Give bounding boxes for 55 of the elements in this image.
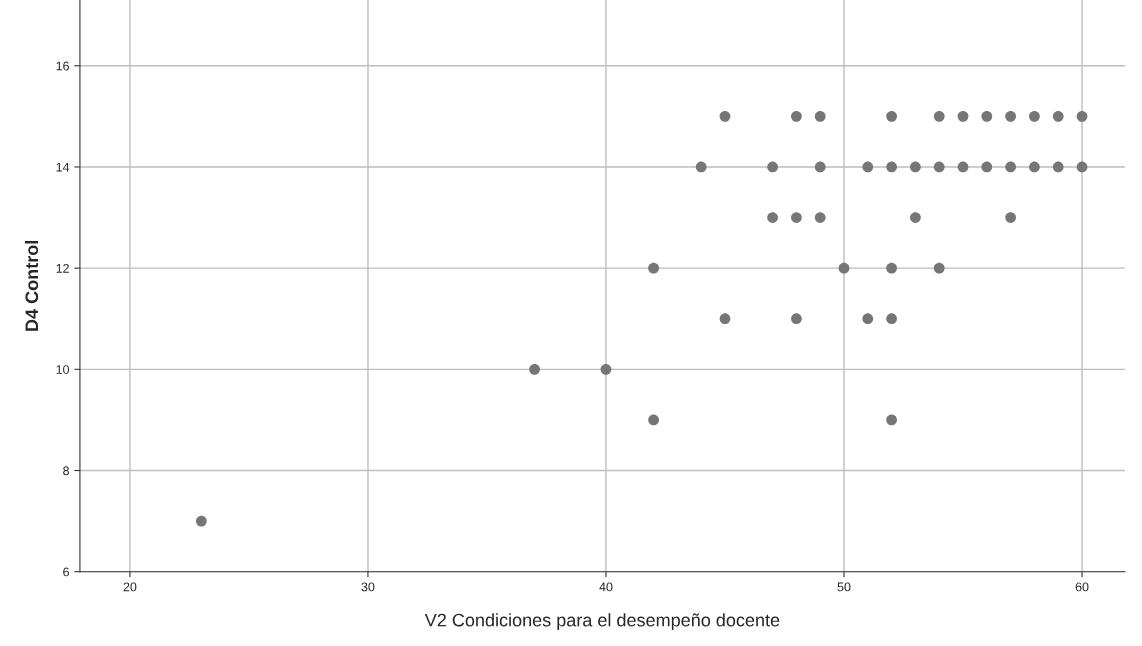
point <box>1052 161 1064 173</box>
point <box>1005 212 1016 223</box>
point <box>767 212 778 223</box>
point <box>814 161 826 173</box>
point <box>719 110 731 122</box>
point <box>886 110 897 122</box>
x-tick-label: 60 <box>1075 582 1089 592</box>
x-tick-label: 50 <box>837 582 851 592</box>
point <box>195 515 207 527</box>
y-tick-label: 10 <box>56 365 70 374</box>
y-axis-title: D4 Control <box>24 240 39 331</box>
y-tick-label: 6 <box>63 567 69 577</box>
point <box>910 161 921 173</box>
point <box>933 161 945 173</box>
point <box>719 313 731 325</box>
point <box>981 161 993 173</box>
point <box>1005 110 1016 122</box>
point <box>1052 110 1064 122</box>
point <box>1076 110 1088 122</box>
y-tick-label: 8 <box>63 466 69 476</box>
point <box>814 212 826 223</box>
point <box>791 313 802 325</box>
x-tick-label: 40 <box>599 582 613 592</box>
x-tick-label: 30 <box>361 582 375 592</box>
point <box>791 212 802 223</box>
point <box>767 161 778 173</box>
y-tick-label: 14 <box>56 162 70 172</box>
point <box>1005 161 1016 173</box>
point <box>1029 161 1040 173</box>
point <box>886 414 897 426</box>
x-axis-title: V2 Condiciones para el desempeño docente <box>424 613 780 631</box>
point <box>933 110 945 122</box>
point <box>1029 110 1040 122</box>
point <box>648 262 659 274</box>
point <box>862 161 874 173</box>
point <box>981 110 993 122</box>
point <box>957 161 969 173</box>
point <box>814 110 826 122</box>
point <box>791 110 802 122</box>
point <box>957 110 969 122</box>
point <box>933 262 945 274</box>
point <box>1076 161 1088 173</box>
x-tick-label: 20 <box>123 582 137 592</box>
y-tick-label: 12 <box>56 263 69 273</box>
y-tick-label: 16 <box>56 61 69 71</box>
point <box>695 161 707 173</box>
point <box>648 414 659 426</box>
point <box>862 313 874 325</box>
point <box>886 262 897 274</box>
point <box>886 161 897 173</box>
point <box>838 262 850 274</box>
point <box>910 212 921 223</box>
point <box>886 313 897 325</box>
point <box>529 363 540 375</box>
point <box>600 363 612 375</box>
